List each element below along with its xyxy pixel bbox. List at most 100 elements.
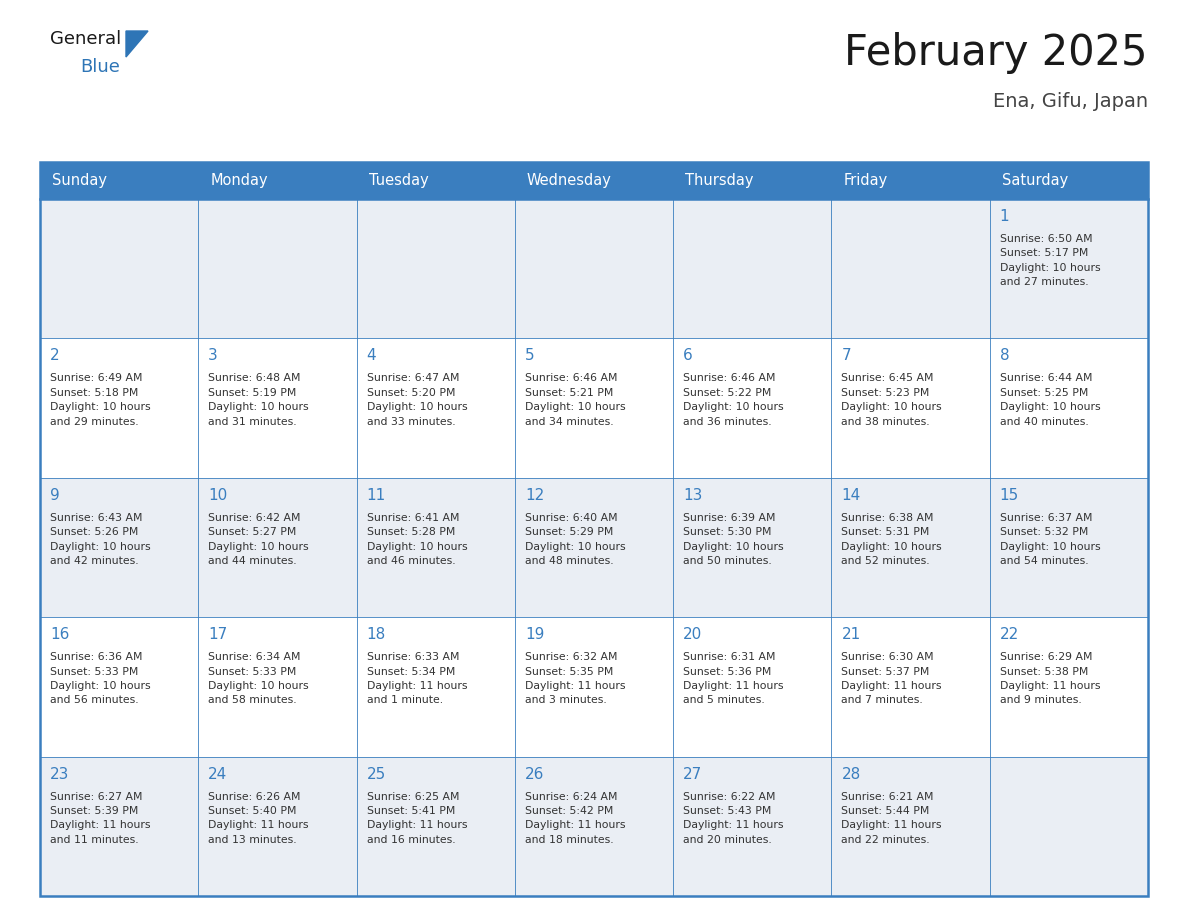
Bar bbox=[990, 477, 1148, 617]
Text: 9: 9 bbox=[50, 487, 59, 503]
Text: February 2025: February 2025 bbox=[845, 32, 1148, 74]
Bar bbox=[198, 756, 356, 896]
Text: Sunrise: 6:29 AM
Sunset: 5:38 PM
Daylight: 11 hours
and 9 minutes.: Sunrise: 6:29 AM Sunset: 5:38 PM Dayligh… bbox=[1000, 652, 1100, 705]
Text: 19: 19 bbox=[525, 627, 544, 643]
Text: Sunrise: 6:21 AM
Sunset: 5:44 PM
Daylight: 11 hours
and 22 minutes.: Sunrise: 6:21 AM Sunset: 5:44 PM Dayligh… bbox=[841, 791, 942, 845]
Text: 14: 14 bbox=[841, 487, 860, 503]
Text: 21: 21 bbox=[841, 627, 860, 643]
Text: Sunrise: 6:39 AM
Sunset: 5:30 PM
Daylight: 10 hours
and 50 minutes.: Sunrise: 6:39 AM Sunset: 5:30 PM Dayligh… bbox=[683, 513, 784, 566]
Text: Monday: Monday bbox=[210, 173, 268, 188]
Bar bbox=[356, 756, 514, 896]
Bar bbox=[40, 162, 1148, 896]
Text: Sunrise: 6:24 AM
Sunset: 5:42 PM
Daylight: 11 hours
and 18 minutes.: Sunrise: 6:24 AM Sunset: 5:42 PM Dayligh… bbox=[525, 791, 625, 845]
Bar bbox=[356, 617, 514, 756]
Polygon shape bbox=[126, 31, 148, 57]
Bar bbox=[198, 199, 356, 339]
Bar bbox=[990, 756, 1148, 896]
Text: Sunrise: 6:31 AM
Sunset: 5:36 PM
Daylight: 11 hours
and 5 minutes.: Sunrise: 6:31 AM Sunset: 5:36 PM Dayligh… bbox=[683, 652, 784, 705]
Text: 25: 25 bbox=[367, 767, 386, 781]
Text: General: General bbox=[50, 30, 121, 48]
Bar bbox=[514, 477, 674, 617]
Text: 8: 8 bbox=[1000, 349, 1010, 364]
Text: Sunrise: 6:32 AM
Sunset: 5:35 PM
Daylight: 11 hours
and 3 minutes.: Sunrise: 6:32 AM Sunset: 5:35 PM Dayligh… bbox=[525, 652, 625, 705]
Text: 18: 18 bbox=[367, 627, 386, 643]
Text: 23: 23 bbox=[50, 767, 69, 781]
Text: Sunrise: 6:38 AM
Sunset: 5:31 PM
Daylight: 10 hours
and 52 minutes.: Sunrise: 6:38 AM Sunset: 5:31 PM Dayligh… bbox=[841, 513, 942, 566]
Text: Sunrise: 6:43 AM
Sunset: 5:26 PM
Daylight: 10 hours
and 42 minutes.: Sunrise: 6:43 AM Sunset: 5:26 PM Dayligh… bbox=[50, 513, 151, 566]
Bar bbox=[832, 756, 990, 896]
Text: 22: 22 bbox=[1000, 627, 1019, 643]
Text: Sunday: Sunday bbox=[52, 173, 107, 188]
Bar bbox=[356, 199, 514, 339]
Text: Sunrise: 6:30 AM
Sunset: 5:37 PM
Daylight: 11 hours
and 7 minutes.: Sunrise: 6:30 AM Sunset: 5:37 PM Dayligh… bbox=[841, 652, 942, 705]
Text: 20: 20 bbox=[683, 627, 702, 643]
Text: 13: 13 bbox=[683, 487, 702, 503]
Text: Sunrise: 6:41 AM
Sunset: 5:28 PM
Daylight: 10 hours
and 46 minutes.: Sunrise: 6:41 AM Sunset: 5:28 PM Dayligh… bbox=[367, 513, 467, 566]
Text: Sunrise: 6:46 AM
Sunset: 5:21 PM
Daylight: 10 hours
and 34 minutes.: Sunrise: 6:46 AM Sunset: 5:21 PM Dayligh… bbox=[525, 374, 626, 427]
Text: 16: 16 bbox=[50, 627, 69, 643]
Text: 10: 10 bbox=[208, 487, 228, 503]
Bar bbox=[832, 199, 990, 339]
Text: 11: 11 bbox=[367, 487, 386, 503]
Text: Sunrise: 6:46 AM
Sunset: 5:22 PM
Daylight: 10 hours
and 36 minutes.: Sunrise: 6:46 AM Sunset: 5:22 PM Dayligh… bbox=[683, 374, 784, 427]
Bar bbox=[40, 339, 198, 477]
Text: Sunrise: 6:34 AM
Sunset: 5:33 PM
Daylight: 10 hours
and 58 minutes.: Sunrise: 6:34 AM Sunset: 5:33 PM Dayligh… bbox=[208, 652, 309, 705]
Text: 4: 4 bbox=[367, 349, 377, 364]
Bar bbox=[832, 617, 990, 756]
Text: 5: 5 bbox=[525, 349, 535, 364]
Text: Blue: Blue bbox=[80, 58, 120, 76]
Bar bbox=[674, 199, 832, 339]
Bar bbox=[198, 339, 356, 477]
Text: Sunrise: 6:40 AM
Sunset: 5:29 PM
Daylight: 10 hours
and 48 minutes.: Sunrise: 6:40 AM Sunset: 5:29 PM Dayligh… bbox=[525, 513, 626, 566]
Text: Ena, Gifu, Japan: Ena, Gifu, Japan bbox=[993, 92, 1148, 111]
Bar bbox=[40, 617, 198, 756]
Text: Thursday: Thursday bbox=[685, 173, 753, 188]
Text: 12: 12 bbox=[525, 487, 544, 503]
Text: Sunrise: 6:26 AM
Sunset: 5:40 PM
Daylight: 11 hours
and 13 minutes.: Sunrise: 6:26 AM Sunset: 5:40 PM Dayligh… bbox=[208, 791, 309, 845]
Bar bbox=[514, 199, 674, 339]
Text: 24: 24 bbox=[208, 767, 228, 781]
Text: Sunrise: 6:36 AM
Sunset: 5:33 PM
Daylight: 10 hours
and 56 minutes.: Sunrise: 6:36 AM Sunset: 5:33 PM Dayligh… bbox=[50, 652, 151, 705]
Text: Sunrise: 6:22 AM
Sunset: 5:43 PM
Daylight: 11 hours
and 20 minutes.: Sunrise: 6:22 AM Sunset: 5:43 PM Dayligh… bbox=[683, 791, 784, 845]
Bar bbox=[832, 477, 990, 617]
Bar bbox=[674, 477, 832, 617]
Bar bbox=[198, 617, 356, 756]
Text: Sunrise: 6:44 AM
Sunset: 5:25 PM
Daylight: 10 hours
and 40 minutes.: Sunrise: 6:44 AM Sunset: 5:25 PM Dayligh… bbox=[1000, 374, 1100, 427]
Bar bbox=[990, 339, 1148, 477]
Text: Tuesday: Tuesday bbox=[368, 173, 429, 188]
Text: Sunrise: 6:37 AM
Sunset: 5:32 PM
Daylight: 10 hours
and 54 minutes.: Sunrise: 6:37 AM Sunset: 5:32 PM Dayligh… bbox=[1000, 513, 1100, 566]
Bar bbox=[990, 199, 1148, 339]
Text: Sunrise: 6:45 AM
Sunset: 5:23 PM
Daylight: 10 hours
and 38 minutes.: Sunrise: 6:45 AM Sunset: 5:23 PM Dayligh… bbox=[841, 374, 942, 427]
Text: 17: 17 bbox=[208, 627, 228, 643]
Text: 26: 26 bbox=[525, 767, 544, 781]
Bar bbox=[514, 339, 674, 477]
Text: 7: 7 bbox=[841, 349, 851, 364]
Bar bbox=[356, 477, 514, 617]
Text: 27: 27 bbox=[683, 767, 702, 781]
Bar bbox=[832, 339, 990, 477]
Text: Friday: Friday bbox=[843, 173, 887, 188]
Bar bbox=[356, 339, 514, 477]
Text: 1: 1 bbox=[1000, 209, 1010, 224]
Bar bbox=[40, 199, 198, 339]
Text: 6: 6 bbox=[683, 349, 693, 364]
Bar bbox=[40, 477, 198, 617]
Text: 28: 28 bbox=[841, 767, 860, 781]
Text: Sunrise: 6:50 AM
Sunset: 5:17 PM
Daylight: 10 hours
and 27 minutes.: Sunrise: 6:50 AM Sunset: 5:17 PM Dayligh… bbox=[1000, 234, 1100, 287]
Text: 3: 3 bbox=[208, 349, 219, 364]
Text: Sunrise: 6:27 AM
Sunset: 5:39 PM
Daylight: 11 hours
and 11 minutes.: Sunrise: 6:27 AM Sunset: 5:39 PM Dayligh… bbox=[50, 791, 151, 845]
Bar bbox=[674, 339, 832, 477]
Text: Saturday: Saturday bbox=[1001, 173, 1068, 188]
Bar bbox=[674, 617, 832, 756]
Text: Sunrise: 6:47 AM
Sunset: 5:20 PM
Daylight: 10 hours
and 33 minutes.: Sunrise: 6:47 AM Sunset: 5:20 PM Dayligh… bbox=[367, 374, 467, 427]
Bar bbox=[674, 756, 832, 896]
Bar bbox=[990, 617, 1148, 756]
Text: 2: 2 bbox=[50, 349, 59, 364]
Bar bbox=[514, 617, 674, 756]
Text: Sunrise: 6:48 AM
Sunset: 5:19 PM
Daylight: 10 hours
and 31 minutes.: Sunrise: 6:48 AM Sunset: 5:19 PM Dayligh… bbox=[208, 374, 309, 427]
Bar bbox=[514, 756, 674, 896]
Text: 15: 15 bbox=[1000, 487, 1019, 503]
Bar bbox=[40, 756, 198, 896]
Text: Wednesday: Wednesday bbox=[526, 173, 612, 188]
Bar bbox=[40, 162, 1148, 199]
